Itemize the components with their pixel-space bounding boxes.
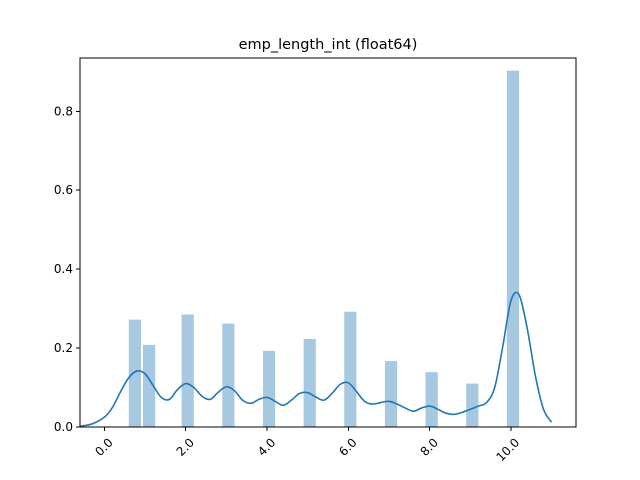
histogram-bar (344, 311, 357, 427)
histogram-bar (262, 350, 276, 427)
y-tick-label: 0.4 (54, 262, 73, 276)
histogram-bar (128, 319, 141, 427)
histogram-bar (181, 314, 194, 427)
x-tick-label: 2.0 (174, 435, 197, 458)
density-curve (79, 291, 553, 427)
histogram-bars (128, 70, 520, 427)
histogram-bar (303, 338, 316, 427)
x-tick-label: 10.0 (493, 435, 522, 464)
y-tick-label: 0.8 (54, 104, 73, 118)
x-tick-label: 4.0 (255, 435, 278, 458)
chart-title: emp_length_int (float64) (239, 37, 418, 53)
density-curve-group (79, 291, 553, 427)
histogram-bar (466, 383, 479, 427)
x-tick-label: 8.0 (418, 435, 441, 458)
plot-frame (79, 57, 577, 428)
histogram-bar (222, 323, 235, 427)
y-axis: 0.0 0.2 0.4 0.6 0.8 (54, 104, 80, 434)
x-axis: 0.0 2.0 4.0 6.0 8.0 10.0 (92, 427, 522, 464)
y-tick-label: 0.2 (54, 341, 73, 355)
y-tick-label: 0.0 (54, 420, 73, 434)
y-tick-label: 0.6 (54, 183, 73, 197)
histogram-bar (384, 361, 398, 427)
histogram-bar (425, 372, 438, 427)
histogram-bar (506, 70, 520, 427)
x-tick-label: 0.0 (92, 435, 115, 458)
x-tick-label: 6.0 (336, 435, 359, 458)
histogram-bar (143, 344, 156, 427)
